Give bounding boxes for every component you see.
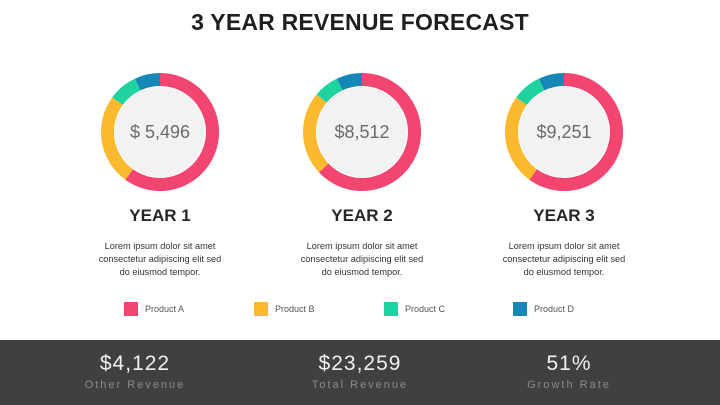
page-title: 3 YEAR REVENUE FORECAST (191, 9, 529, 35)
year-description: Lorem ipsum dolor sit amet consectetur a… (60, 240, 260, 279)
donut-center-value: $8,512 (334, 121, 390, 142)
donut-slice-product-a (529, 73, 623, 191)
year-caption: YEAR 2 (331, 206, 393, 225)
donut-center-value: $9,251 (536, 121, 592, 142)
legend-swatch (513, 302, 527, 316)
donut-chart-year-1 (98, 70, 222, 194)
donut-center (317, 87, 407, 177)
legend-item-product-c: Product C (384, 302, 445, 316)
donut-slice-product-c (112, 78, 141, 105)
legend-swatch (384, 302, 398, 316)
donut-slice-product-b (101, 97, 133, 180)
donut-slice-product-d (538, 73, 564, 91)
year-description: Lorem ipsum dolor sit amet consectetur a… (464, 240, 664, 279)
legend-item-product-a: Product A (124, 302, 184, 316)
description-line: Lorem ipsum dolor sit amet (306, 241, 418, 251)
stat-total-revenue: $23,259 Total Revenue (240, 352, 480, 391)
stat-value: 51% (546, 352, 592, 375)
legend-swatch (124, 302, 138, 316)
stat-value: $23,259 (318, 352, 402, 375)
description-line: Lorem ipsum dolor sit amet (508, 241, 620, 251)
donut-slice-product-a (318, 73, 421, 191)
legend-item-product-b: Product B (254, 302, 315, 316)
year-description: Lorem ipsum dolor sit amet consectetur a… (262, 240, 462, 279)
stat-label: Growth Rate (527, 379, 611, 391)
stat-growth-rate: 51% Growth Rate (449, 352, 689, 391)
donut-slice-product-b (505, 97, 537, 180)
legend-item-product-d: Product D (513, 302, 574, 316)
legend-label: Product D (534, 304, 575, 314)
donut-slice-product-b (303, 94, 329, 173)
donut-svg-year-2 (303, 73, 421, 191)
stat-label: Other Revenue (84, 379, 186, 391)
donut-slice-product-c (516, 78, 545, 105)
legend-label: Product B (275, 304, 315, 314)
donut-svg-year-1 (101, 73, 219, 191)
donut-slice-product-d (134, 73, 160, 91)
description-line: consectetur adipiscing elit sed (300, 254, 424, 264)
donut-center-value: $ 5,496 (129, 121, 191, 142)
chart-legend: Product A Product B Product C Product D (0, 302, 720, 322)
description-line: do eiusmod tempor. (523, 267, 605, 277)
donut-chart-year-2 (300, 70, 424, 194)
stat-value: $4,122 (99, 352, 171, 375)
donut-slice-product-a (125, 73, 219, 191)
legend-label: Product A (145, 304, 185, 314)
description-line: do eiusmod tempor. (119, 267, 201, 277)
donut-svg-year-3 (505, 73, 623, 191)
donut-center (519, 87, 609, 177)
description-line: consectetur adipiscing elit sed (502, 254, 626, 264)
legend-label: Product C (405, 304, 446, 314)
description-line: consectetur adipiscing elit sed (98, 254, 222, 264)
donut-slice-product-c (316, 78, 343, 103)
stat-label: Total Revenue (311, 379, 409, 391)
footer-stats-bar: $4,122 Other Revenue $23,259 Total Reven… (0, 340, 720, 405)
stat-other-revenue: $4,122 Other Revenue (15, 352, 255, 391)
description-line: Lorem ipsum dolor sit amet (104, 241, 216, 251)
year-caption: YEAR 1 (129, 206, 191, 225)
description-line: do eiusmod tempor. (321, 267, 403, 277)
donut-center (115, 87, 205, 177)
year-caption: YEAR 3 (533, 206, 595, 225)
donut-slice-product-d (336, 73, 362, 91)
donut-chart-year-3 (502, 70, 626, 194)
legend-swatch (254, 302, 268, 316)
